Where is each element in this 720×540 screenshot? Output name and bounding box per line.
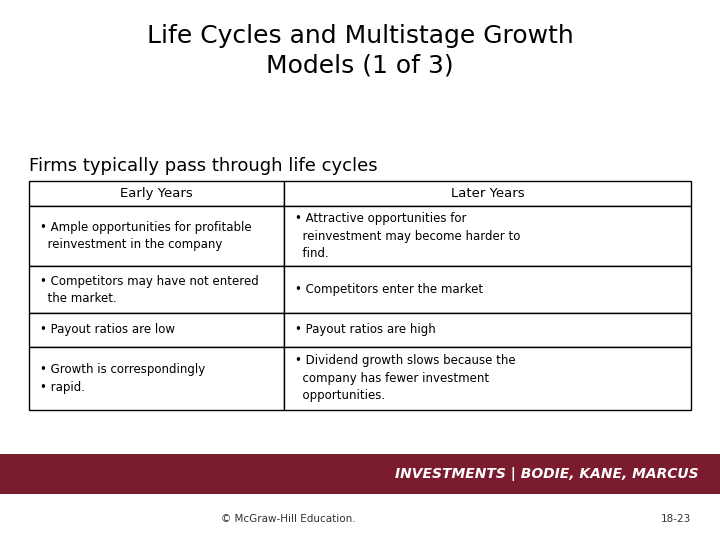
Bar — [284, 181, 691, 206]
Bar — [284, 347, 691, 410]
Text: Firms typically pass through life cycles: Firms typically pass through life cycles — [29, 157, 377, 174]
Text: • Growth is correspondingly
• rapid.: • Growth is correspondingly • rapid. — [40, 363, 205, 394]
Text: Later Years: Later Years — [451, 187, 524, 200]
Bar — [29, 181, 284, 206]
Bar — [29, 206, 284, 266]
Bar — [29, 313, 284, 347]
Text: Life Cycles and Multistage Growth
Models (1 of 3): Life Cycles and Multistage Growth Models… — [147, 24, 573, 77]
Text: INVESTMENTS | BODIE, KANE, MARCUS: INVESTMENTS | BODIE, KANE, MARCUS — [395, 467, 698, 481]
Text: • Competitors may have not entered
  the market.: • Competitors may have not entered the m… — [40, 274, 258, 305]
Text: • Competitors enter the market: • Competitors enter the market — [294, 284, 482, 296]
Text: • Ample opportunities for profitable
  reinvestment in the company: • Ample opportunities for profitable rei… — [40, 221, 251, 252]
Text: Early Years: Early Years — [120, 187, 193, 200]
Text: • Attractive opportunities for
  reinvestment may become harder to
  find.: • Attractive opportunities for reinvestm… — [294, 212, 520, 260]
Bar — [29, 347, 284, 410]
Bar — [29, 266, 284, 313]
Bar — [284, 266, 691, 313]
Text: 18-23: 18-23 — [661, 514, 691, 524]
Text: • Dividend growth slows because the
  company has fewer investment
  opportuniti: • Dividend growth slows because the comp… — [294, 354, 516, 402]
Text: • Payout ratios are high: • Payout ratios are high — [294, 323, 436, 336]
Bar — [284, 206, 691, 266]
Text: • Payout ratios are low: • Payout ratios are low — [40, 323, 174, 336]
Bar — [0, 454, 720, 494]
Bar — [284, 313, 691, 347]
Text: © McGraw-Hill Education.: © McGraw-Hill Education. — [221, 514, 355, 524]
